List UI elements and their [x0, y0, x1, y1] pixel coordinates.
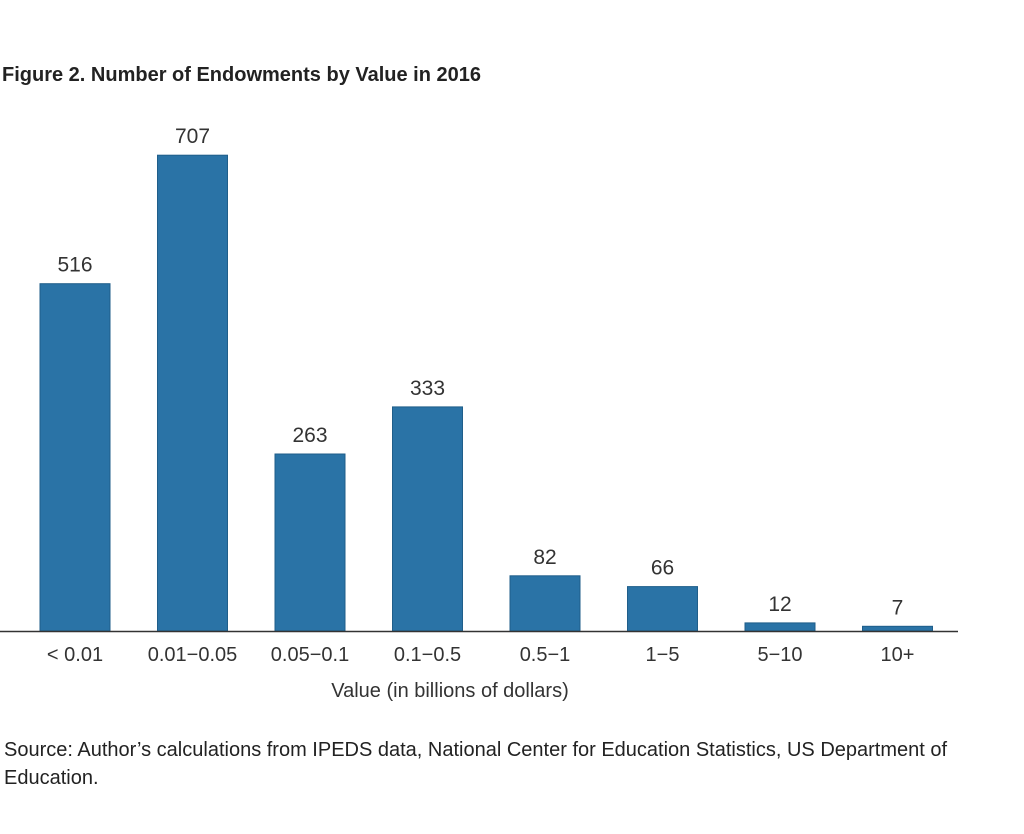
value-label-4: 82 [533, 546, 556, 569]
value-label-7: 7 [892, 596, 904, 619]
tick-labels-layer: < 0.01 0.01−0.05 0.05−0.1 0.1−0.5 0.5−1 1−5 5−… [47, 644, 915, 666]
x-axis-title: Value (in billions of dollars) [331, 680, 569, 702]
tick-label-1: 0.01−0.05 [148, 644, 238, 666]
bar-7 [862, 625, 933, 632]
source-note: Source: Author’s calculations from IPEDS… [4, 739, 948, 789]
bar-5 [627, 586, 698, 632]
figure-title: Figure 2. Number of Endowments by Value … [2, 64, 482, 86]
tick-label-3: 0.1−0.5 [394, 644, 461, 666]
bars-layer [39, 154, 933, 632]
bar-3 [392, 406, 463, 632]
tick-label-7: 10+ [881, 644, 915, 666]
value-label-0: 516 [57, 254, 92, 277]
value-label-5: 66 [651, 557, 674, 580]
value-label-6: 12 [768, 593, 791, 616]
bar-1 [157, 154, 228, 632]
bar-4 [509, 575, 581, 632]
value-label-2: 263 [292, 424, 327, 447]
value-label-3: 333 [410, 377, 445, 400]
bar-chart: 516 707 263 333 82 66 12 7 < 0.01 0.01−0.05 0.05−… [0, 125, 958, 702]
value-label-1: 707 [175, 125, 210, 148]
tick-label-5: 1−5 [646, 644, 680, 666]
tick-label-4: 0.5−1 [520, 644, 571, 666]
value-labels-layer: 516 707 263 333 82 66 12 7 [57, 125, 903, 619]
bar-0 [39, 283, 111, 632]
tick-label-2: 0.05−0.1 [271, 644, 349, 666]
tick-label-6: 5−10 [757, 644, 802, 666]
bar-2 [274, 453, 346, 632]
tick-label-0: < 0.01 [47, 644, 103, 666]
bar-6 [744, 622, 816, 632]
